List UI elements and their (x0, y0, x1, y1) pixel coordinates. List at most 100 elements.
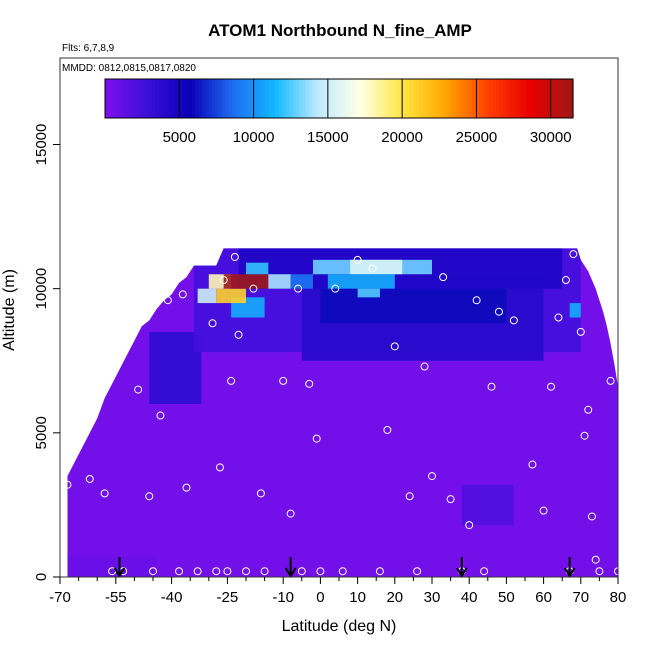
colorbar-segment (191, 79, 196, 118)
colorbar-tick-label: 20000 (381, 129, 423, 146)
x-tick-label: 20 (386, 589, 403, 606)
colorbar-segment (359, 79, 363, 118)
sample-point (375, 567, 384, 576)
y-tick-label: 15000 (33, 124, 50, 166)
x-tick-label: 80 (610, 589, 627, 606)
colorbar-segment (419, 79, 424, 118)
sample-point (480, 567, 489, 576)
colorbar-segment (141, 79, 146, 118)
colorbar-border (104, 78, 574, 119)
sample-point (230, 252, 239, 261)
colorbar-segment (105, 79, 109, 118)
colorbar-segment (429, 79, 434, 118)
sample-point (428, 472, 436, 481)
sample-point (353, 255, 362, 264)
sample-point (569, 250, 578, 259)
sample-point (591, 555, 600, 564)
y-tick-label: 5000 (33, 416, 50, 449)
colorbar-segment (352, 79, 357, 118)
sample-point (446, 495, 455, 504)
colorbar-segment (165, 79, 170, 118)
flight-arrow (284, 557, 297, 578)
heatmap-cell (246, 262, 269, 275)
colorbar-segment (245, 79, 250, 118)
sample-point (85, 474, 94, 483)
sample-point (305, 379, 314, 388)
sample-point (595, 567, 604, 576)
sample-point (528, 460, 537, 469)
colorbar-segment (322, 79, 327, 118)
colorbar-segment (285, 79, 290, 118)
x-tick-label: 10 (349, 589, 366, 606)
colorbar-segment (549, 79, 554, 118)
colorbar-segment (131, 79, 136, 118)
heatmap-cell (197, 288, 217, 304)
colorbar-segment (415, 79, 420, 118)
colorbar-segment (305, 79, 310, 118)
colorbar-segment (526, 79, 531, 118)
sample-point (242, 567, 250, 576)
sample-point (547, 382, 556, 391)
sample-point (223, 567, 232, 576)
heatmap-layer (67, 248, 618, 578)
sample-point (149, 567, 157, 576)
flights-label: Flts: 6,7,8,9 (62, 43, 115, 54)
colorbar-segment (539, 79, 544, 118)
sample-point (256, 489, 265, 498)
colorbar-segment (295, 79, 300, 118)
sample-point (587, 512, 596, 521)
x-tick-label: 40 (461, 589, 478, 606)
sample-point (554, 313, 563, 322)
colorbar-segment (188, 79, 193, 118)
sample-point (193, 567, 202, 576)
colorbar-segment (138, 79, 143, 118)
colorbar-segment (205, 79, 210, 118)
sample-point (413, 567, 422, 576)
colorbar-segment (569, 79, 574, 118)
colorbar-segment (449, 79, 454, 118)
colorbar-segment (432, 79, 437, 118)
sample-point (182, 483, 191, 492)
colorbar-segment (228, 79, 233, 118)
colorbar-segment (425, 79, 430, 118)
colorbar-segment (395, 79, 400, 118)
colorbar-segment (482, 79, 487, 118)
colorbar-segment (302, 79, 307, 118)
colorbar-segment (536, 79, 541, 118)
colorbar-segment (175, 79, 180, 118)
colorbar-segment (155, 79, 160, 118)
heatmap-cell (268, 274, 291, 289)
flight-arrow (563, 557, 576, 578)
sample-point (599, 287, 608, 296)
colorbar-segment (552, 79, 557, 118)
colorbar-segment (372, 79, 377, 118)
x-tick-label: -40 (161, 589, 183, 606)
colorbar-segment (399, 79, 404, 118)
colorbar-segment (185, 79, 190, 118)
sample-point (279, 376, 288, 385)
colorbar-segment (148, 79, 153, 118)
heatmap-cell (357, 288, 380, 298)
colorbar-segment (506, 79, 511, 118)
heatmap-cell (320, 288, 507, 324)
colorbar-segment (456, 79, 460, 118)
dates-label: MMDD: 0812,0815,0817,0820 (62, 63, 196, 74)
sample-point (465, 521, 474, 530)
sample-point (227, 376, 236, 385)
flight-arrow (113, 557, 126, 578)
colorbar-segment (492, 79, 497, 118)
colorbar-segment (258, 79, 263, 118)
sample-point (141, 304, 150, 313)
colorbar-segment (355, 79, 360, 118)
colorbar-segment (516, 79, 521, 118)
sample-point (439, 273, 448, 282)
sample-point (294, 284, 303, 293)
colorbar-segment (328, 79, 333, 118)
flight-arrow (455, 557, 468, 578)
colorbar-segment (201, 79, 206, 118)
colorbar-segment (168, 79, 173, 118)
colorbar-segment (452, 79, 457, 118)
colorbar-segment (345, 79, 350, 118)
x-tick-label: -70 (49, 589, 71, 606)
sample-point (163, 296, 172, 305)
